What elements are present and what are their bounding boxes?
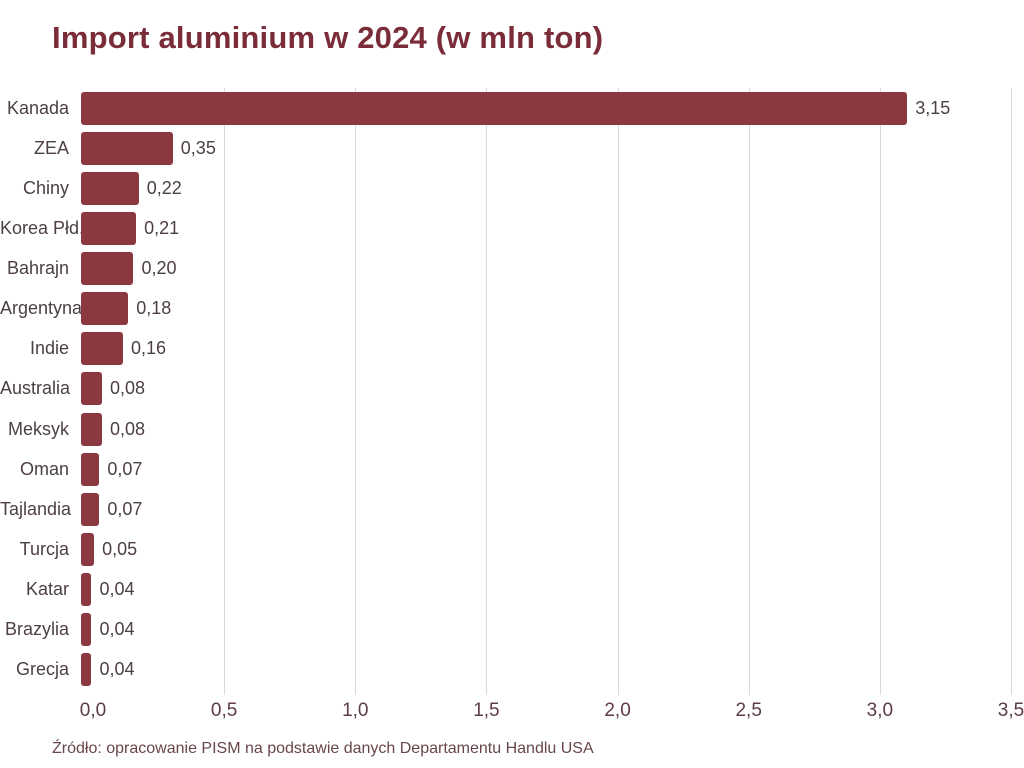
bar: [81, 292, 129, 326]
bar: [81, 452, 100, 486]
bar-row: Katar 0,04: [0, 570, 1024, 610]
bar: [81, 91, 908, 125]
value-label: 0,20: [141, 258, 177, 279]
bar-row: Meksyk 0,08: [0, 409, 1024, 449]
bar: [81, 372, 102, 406]
category-label: Katar: [25, 579, 69, 600]
bar-row: Korea Płd. 0,21: [0, 208, 1024, 248]
gridline: [748, 88, 750, 695]
value-label: 0,18: [136, 298, 172, 319]
value-label: 0,04: [99, 579, 135, 600]
category-label: Meksyk: [7, 418, 69, 439]
gridline: [486, 88, 488, 695]
category-label: ZEA: [33, 137, 69, 158]
value-label: 0,35: [180, 137, 216, 158]
category-label: Chiny: [22, 177, 69, 198]
category-label: Turcja: [19, 539, 69, 560]
value-label: 0,08: [109, 378, 146, 399]
gridline: [355, 88, 357, 695]
category-label: Brazylia: [4, 619, 69, 640]
gridline: [224, 88, 226, 695]
category-label: Oman: [19, 458, 69, 479]
x-tick-label: 0,5: [210, 700, 238, 721]
bar: [81, 211, 137, 245]
source-caption: Źródło: opracowanie PISM na podstawie da…: [52, 740, 594, 757]
value-label: 0,08: [109, 418, 146, 439]
bar: [81, 573, 92, 607]
bar-row: Brazylia 0,04: [0, 610, 1024, 650]
value-label: 0,07: [107, 458, 143, 479]
value-label: 0,07: [107, 498, 143, 519]
bar: [81, 653, 92, 687]
bar-row: Grecja 0,04: [0, 650, 1024, 690]
x-tick-label: 1,0: [342, 700, 369, 721]
bar: [81, 252, 134, 286]
category-label: Indie: [29, 338, 69, 359]
bar: [81, 533, 95, 567]
x-tick-label: 2,5: [735, 700, 762, 721]
bar-row: Bahrajn 0,20: [0, 249, 1024, 289]
value-label: 0,05: [102, 539, 138, 560]
bar-row: Indie 0,16: [0, 329, 1024, 369]
x-tick-label: 1,5: [473, 700, 500, 721]
gridline: [617, 88, 619, 695]
bar-row: ZEA 0,35: [0, 128, 1024, 168]
bar-row: Australia 0,08: [0, 369, 1024, 409]
bar-row: Chiny 0,22: [0, 168, 1024, 208]
value-label: 0,21: [144, 217, 180, 238]
bar: [81, 492, 100, 526]
bar-row: Tajlandia 0,07: [0, 489, 1024, 529]
x-tick-label: 3,0: [866, 700, 894, 721]
category-label: Argentyna: [0, 298, 83, 319]
value-label: 0,22: [146, 177, 182, 198]
bar: [81, 332, 123, 366]
gridline: [879, 88, 881, 695]
bar: [81, 613, 92, 647]
x-tick-label: 0,0: [79, 700, 107, 721]
bar: [81, 131, 173, 165]
category-label: Grecja: [15, 659, 69, 680]
value-label: 0,16: [130, 338, 166, 359]
value-label: 0,04: [99, 659, 135, 680]
category-label: Tajlandia: [0, 498, 72, 519]
category-label: Korea Płd.: [0, 217, 85, 238]
category-label: Bahrajn: [6, 258, 69, 279]
x-tick-label: 3,5: [997, 700, 1024, 721]
bar-row: Turcja 0,05: [0, 529, 1024, 569]
value-label: 3,15: [915, 97, 951, 118]
bar-row: Argentyna 0,18: [0, 289, 1024, 329]
category-label: Kanada: [6, 97, 69, 118]
gridline: [1011, 88, 1012, 695]
value-label: 0,04: [99, 619, 135, 640]
category-label: Australia: [0, 378, 71, 399]
bar-row: Oman 0,07: [0, 449, 1024, 489]
x-tick-label: 2,0: [604, 700, 631, 721]
bar: [81, 412, 102, 446]
chart-title: Import aluminium w 2024 (w mln ton): [52, 20, 604, 55]
bar-row: Kanada 3,15: [0, 88, 1024, 128]
bar: [81, 171, 139, 205]
